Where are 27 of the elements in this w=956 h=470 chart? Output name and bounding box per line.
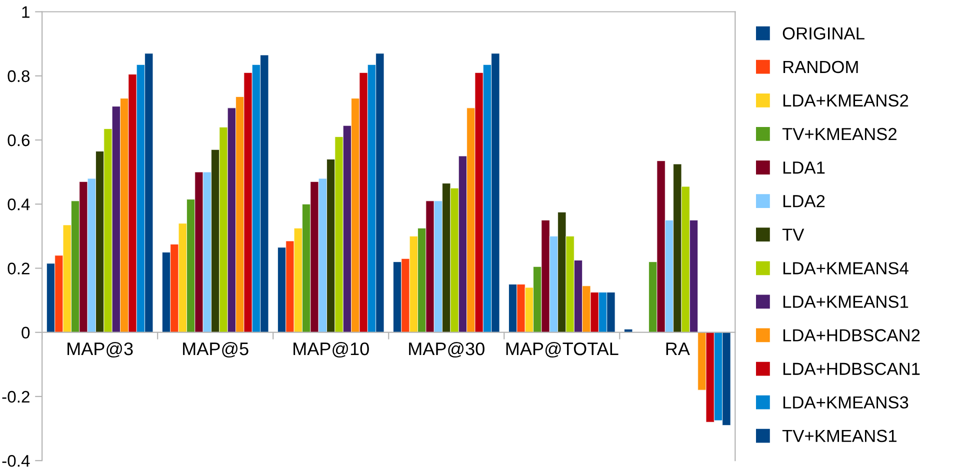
legend-label: LDA1 [783,162,825,174]
legend-label: LDA+HDBSCAN2 [783,329,920,342]
x-tick-label: MAP@10 [294,342,369,358]
legend-label: LDA+KMEANS1 [783,296,908,308]
y-tick-label: 0.6 [8,134,30,146]
legend-label: RANDOM [783,60,858,74]
legend-label: TV+KMEANS1 [782,430,896,442]
x-tick-label: RA [666,342,690,356]
x-tick-label: MAP@30 [409,342,484,358]
legend-label: LDA+KMEANS3 [783,396,908,409]
legend-label: LDA+HDBSCAN1 [783,362,920,376]
y-tick-label: -0.4 [2,455,30,467]
y-tick-label: 0.2 [8,262,30,274]
y-tick-label: 0 [22,326,30,339]
y-tick-label: 0.8 [8,70,30,82]
legend-label: ORIGINAL [782,27,864,40]
legend-label: LDA+KMEANS4 [783,262,908,274]
x-tick-label: MAP@5 [183,342,248,358]
legend-label: TV+KMEANS2 [782,128,896,140]
x-tick-label: MAP@TOTAL [506,342,618,358]
legend-label: TV [782,228,804,241]
legend-label: LDA+KMEANS2 [783,94,908,107]
y-tick-label: -0.2 [2,390,30,403]
legend-label: LDA2 [783,194,825,208]
y-tick-label: 0.4 [8,198,30,210]
y-tick-label: 1 [22,6,30,18]
x-tick-label: MAP@3 [68,342,133,358]
